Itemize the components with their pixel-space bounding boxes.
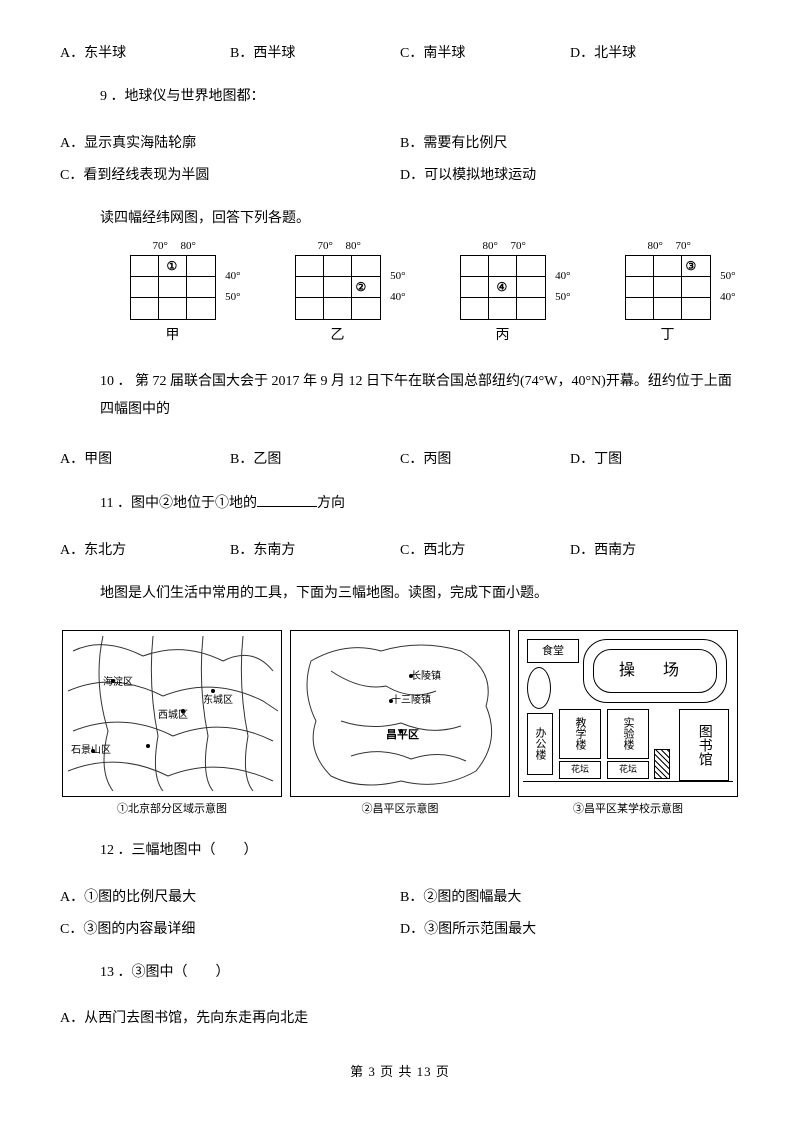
jia-caption: 甲 (166, 324, 180, 344)
q12-options-row1: A．①图的比例尺最大 B．②图的图幅最大 (60, 886, 740, 906)
map2-label-changping: 昌平区 (386, 726, 419, 742)
jia-r2: 50° (225, 291, 240, 303)
map-3-wrap: 食堂 操 场 办公楼 教学楼 实验楼 花坛 花坛 图书馆 (518, 630, 738, 816)
ding-top2: 70° (676, 240, 691, 252)
ding-r2: 40° (720, 291, 735, 303)
q10-text: 10 ． 第 72 届联合国大会于 2017 年 9 月 12 日下午在联合国总… (100, 368, 740, 424)
map-panels: 海淀区 西城区 东城区 石景山区 ①北京部分区域示意图 长陵镇 十三 (60, 630, 740, 816)
map1-label-shijingshan: 石景山区 (71, 741, 111, 756)
bing-caption: 丙 (496, 324, 510, 344)
grid-bing: 80° 70° 40° 50° ④ 丙 (460, 255, 546, 344)
option-d: D．北半球 (570, 42, 740, 62)
map-2-wrap: 长陵镇 十三陵镇 昌平区 ②昌平区示意图 (290, 630, 510, 816)
q11-text: 11 ．图中②地位于①地的 方向 (100, 492, 740, 515)
map1-label-xicheng: 西城区 (158, 706, 188, 721)
q11-after: 方向 (317, 496, 345, 511)
option-a: A．东半球 (60, 42, 230, 62)
ding-r1: 50° (720, 270, 735, 282)
option-c: C．南半球 (400, 42, 570, 62)
map-1-wrap: 海淀区 西城区 东城区 石景山区 ①北京部分区域示意图 (62, 630, 282, 816)
map-3-caption: ③昌平区某学校示意图 (518, 800, 738, 816)
q9-text: 9 ．地球仪与世界地图都： (100, 86, 740, 108)
oval-icon (527, 667, 551, 709)
grid-intro: 读四幅经纬网图，回答下列各题。 (100, 208, 740, 230)
map-2-svg (291, 631, 509, 796)
bing-top1: 80° (483, 240, 498, 252)
q10-d: D．丁图 (570, 448, 740, 468)
q9-option-a: A．显示真实海陆轮廓 (60, 132, 400, 152)
school-teaching: 教学楼 (559, 709, 601, 759)
q11-before: 11 ．图中②地位于①地的 (100, 496, 257, 511)
q12-d: D．③图所示范围最大 (400, 918, 740, 938)
q9-option-c: C．看到经线表现为半圆 (60, 164, 400, 184)
grid-jia: 70° 80° 40° 50° ① 甲 (130, 255, 216, 344)
q12-text: 12 ．三幅地图中（ ） (100, 840, 740, 862)
q9-options-row1: A．显示真实海陆轮廓 B．需要有比例尺 (60, 132, 740, 152)
bing-marker: ④ (497, 280, 508, 295)
map-2: 长陵镇 十三陵镇 昌平区 (290, 630, 510, 797)
map1-label-dongcheng: 东城区 (203, 691, 233, 706)
q10-c: C．丙图 (400, 448, 570, 468)
q13-a: A．从西门去图书馆，先向东走再向北走 (60, 1008, 740, 1030)
yi-caption: 乙 (331, 324, 345, 344)
school-office: 办公楼 (527, 713, 553, 775)
q12-a: A．①图的比例尺最大 (60, 886, 400, 906)
yi-top2: 80° (346, 240, 361, 252)
jia-top1: 70° (153, 240, 168, 252)
q11-c: C．西北方 (400, 539, 570, 559)
ding-marker: ③ (686, 259, 697, 274)
school-library: 图书馆 (679, 709, 729, 781)
bing-top2: 70° (511, 240, 526, 252)
q10-options: A．甲图 B．乙图 C．丙图 D．丁图 (60, 448, 740, 468)
map-1-caption: ①北京部分区域示意图 (62, 800, 282, 816)
blank-line (257, 492, 317, 507)
school-lab: 实验楼 (607, 709, 649, 759)
map-1: 海淀区 西城区 东城区 石景山区 (62, 630, 282, 797)
map-2-caption: ②昌平区示意图 (290, 800, 510, 816)
q11-d: D．西南方 (570, 539, 740, 559)
q9-option-b: B．需要有比例尺 (400, 132, 740, 152)
jia-top2: 80° (181, 240, 196, 252)
school-flower-1: 花坛 (559, 761, 601, 779)
map-3: 食堂 操 场 办公楼 教学楼 实验楼 花坛 花坛 图书馆 (518, 630, 738, 797)
map2-label-shisanling: 十三陵镇 (391, 691, 431, 706)
q10-a: A．甲图 (60, 448, 230, 468)
q9-option-d: D．可以模拟地球运动 (400, 164, 740, 184)
yi-top1: 70° (318, 240, 333, 252)
bing-r2: 50° (555, 291, 570, 303)
grid-yi: 70° 80° 50° 40° ② 乙 (295, 255, 381, 344)
prev-options: A．东半球 B．西半球 C．南半球 D．北半球 (60, 42, 740, 62)
jia-r1: 40° (225, 270, 240, 282)
q12-c: C．③图的内容最详细 (60, 918, 400, 938)
ding-caption: 丁 (661, 324, 675, 344)
map1-label-haidian: 海淀区 (103, 673, 133, 688)
gate-icon (654, 749, 670, 779)
yi-r2: 40° (390, 291, 405, 303)
option-b: B．西半球 (230, 42, 400, 62)
page-footer: 第 3 页 共 13 页 (60, 1061, 740, 1080)
jia-marker: ① (167, 259, 178, 274)
q12-b: B．②图的图幅最大 (400, 886, 740, 906)
map-intro: 地图是人们生活中常用的工具，下面为三幅地图。读图，完成下面小题。 (100, 583, 740, 605)
q12-options-row2: C．③图的内容最详细 D．③图所示范围最大 (60, 918, 740, 938)
yi-marker: ② (356, 280, 367, 295)
grid-diagrams: 70° 80° 40° 50° ① 甲 70° 80° 50° 40° ② 乙 (100, 255, 740, 344)
map2-label-changling: 长陵镇 (411, 667, 441, 682)
q11-b: B．东南方 (230, 539, 400, 559)
bing-r1: 40° (555, 270, 570, 282)
q10-b: B．乙图 (230, 448, 400, 468)
bottom-border (523, 781, 733, 792)
track-inner (593, 649, 717, 693)
yi-r1: 50° (390, 270, 405, 282)
school-flower-2: 花坛 (607, 761, 649, 779)
q11-options: A．东北方 B．东南方 C．西北方 D．西南方 (60, 539, 740, 559)
q9-options-row2: C．看到经线表现为半圆 D．可以模拟地球运动 (60, 164, 740, 184)
school-canteen: 食堂 (527, 639, 579, 663)
ding-top1: 80° (648, 240, 663, 252)
q13-text: 13 ．③图中（ ） (100, 962, 740, 984)
q11-a: A．东北方 (60, 539, 230, 559)
grid-ding: 80° 70° 50° 40° ③ 丁 (625, 255, 711, 344)
